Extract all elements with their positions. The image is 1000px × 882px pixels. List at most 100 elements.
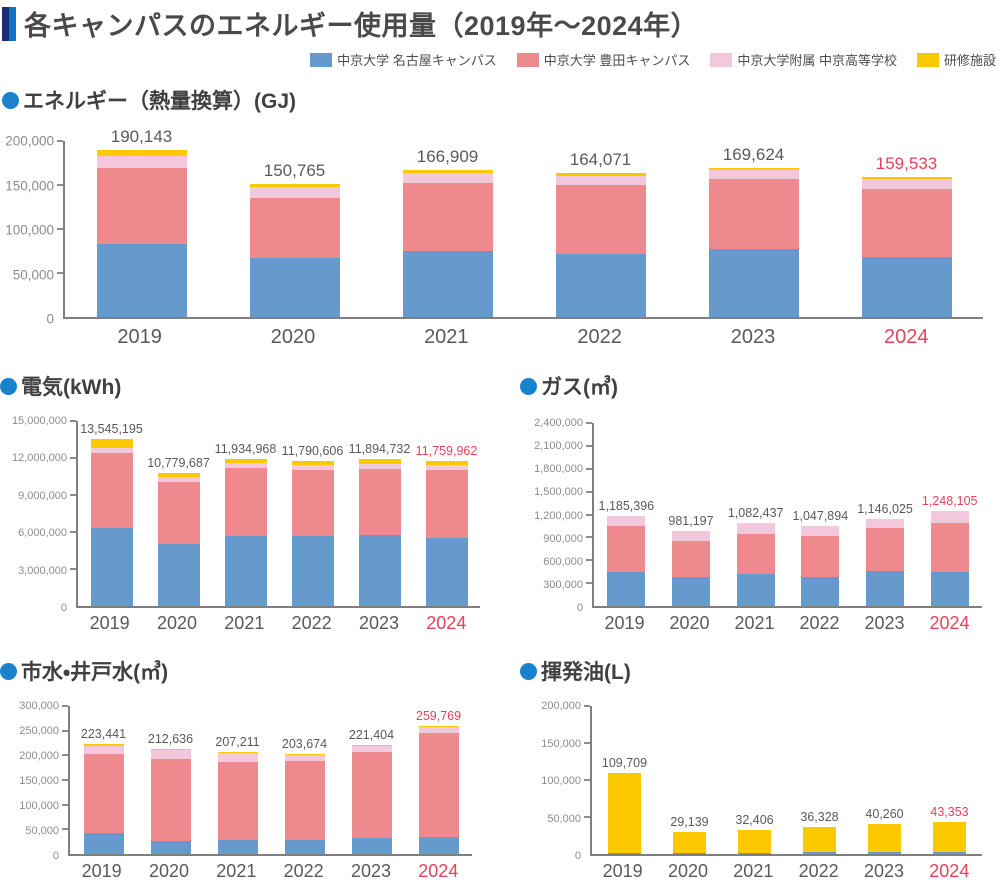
bar-value-label: 36,328 xyxy=(800,810,839,825)
legend-swatch-icon xyxy=(516,52,539,67)
bar-slot: 11,790,606 xyxy=(279,421,346,606)
bar-segment xyxy=(83,745,124,754)
x-tick-label: 2023 xyxy=(863,861,904,881)
chart-oil: 揮発油(L) 200,000 150,000 100,000 50,000 0 109,… xyxy=(520,656,1000,882)
legend-item: 中京大学 豊田キャンパス xyxy=(516,50,691,69)
y-tick-label: 0 xyxy=(576,602,583,614)
chart-oil-title: 揮発油(L) xyxy=(541,661,631,684)
x-axis: 2019 2020 2021 2022 2023 2024 xyxy=(63,326,983,349)
y-tick-mark xyxy=(70,494,76,496)
bar-slot: 166,909 xyxy=(371,141,524,317)
bar-segment xyxy=(217,753,258,762)
bar-segment xyxy=(736,573,775,606)
bar-segment xyxy=(607,525,646,572)
x-tick-label: 2023 xyxy=(730,326,776,348)
legend-label: 中京大学 豊田キャンパス xyxy=(543,53,691,68)
legend-swatch-icon xyxy=(916,52,939,67)
bar-segment xyxy=(351,745,392,753)
stacked-bar: 223,441 xyxy=(81,727,126,854)
bar-segment xyxy=(358,463,401,469)
bar-segment xyxy=(708,179,799,250)
bar-slot: 212,636 xyxy=(137,706,204,854)
x-axis: 2019 2020 2021 2022 2023 2024 xyxy=(592,613,982,634)
bar-value-label: 981,197 xyxy=(668,514,714,529)
bar-segment xyxy=(224,462,267,469)
bar-slot: 164,071 xyxy=(524,141,677,317)
bar-slot: 221,404 xyxy=(338,706,405,854)
bar-slot: 109,709 xyxy=(592,706,657,854)
y-tick-label: 2,400,000 xyxy=(534,417,583,429)
bar-value-label: 29,139 xyxy=(670,815,709,830)
y-tick-mark xyxy=(586,467,592,470)
y-tick-label: 12,000,000 xyxy=(11,452,67,465)
y-tick-label: 2,100,000 xyxy=(534,440,583,453)
legend-item: 研修施設 xyxy=(916,50,996,69)
stacked-bar: 1,248,105 xyxy=(922,494,977,606)
plot-area: 1,185,396 981,197 1,082,437 1,047,894 1,146,… xyxy=(586,422,982,608)
y-tick-label: 6,000,000 xyxy=(18,527,67,540)
y-axis: 300,000 250,000 200,000 150,000 100,000 50,00… xyxy=(0,700,68,862)
bar-slot: 13,545,195 xyxy=(78,421,145,606)
y-tick-mark xyxy=(586,444,592,447)
y-tick-mark xyxy=(586,490,592,493)
y-tick-mark xyxy=(584,705,590,707)
x-tick-label: 2022 xyxy=(577,326,622,348)
bar-segment xyxy=(555,184,646,254)
bar-segment xyxy=(673,853,706,854)
bar-segment xyxy=(224,535,267,606)
y-tick-label: 0 xyxy=(60,602,67,614)
bar-slot: 11,759,962 xyxy=(413,421,480,606)
bar-value-label: 212,636 xyxy=(147,732,194,747)
stacked-bar: 1,082,437 xyxy=(728,506,783,606)
bar-slot: 10,779,687 xyxy=(145,421,212,606)
stacked-bar: 212,636 xyxy=(148,732,193,854)
stacked-bar: 11,934,968 xyxy=(215,442,276,606)
bar-value-label: 207,211 xyxy=(215,734,260,749)
bullet-icon xyxy=(520,662,537,680)
bar-value-label: 166,909 xyxy=(416,147,479,167)
bar-segment xyxy=(866,570,905,606)
bar-value-label: 13,545,195 xyxy=(80,421,143,436)
bar-segment xyxy=(150,758,191,842)
bar-segment xyxy=(607,515,646,526)
chart-electricity: 電気(kWh) 15,000,000 12,000,000 9,000,000 6,0… xyxy=(0,371,500,634)
y-tick-label: 200,000 xyxy=(5,133,54,149)
bar-segment xyxy=(83,832,124,854)
stacked-bar: 10,779,687 xyxy=(147,456,210,606)
bar-segment xyxy=(284,753,325,755)
x-tick-label: 2020 xyxy=(669,613,710,633)
bar-segment xyxy=(736,533,775,574)
bar-segment xyxy=(249,186,340,198)
bar-segment xyxy=(358,459,401,464)
x-tick-label: 2022 xyxy=(798,861,839,881)
bar-value-label: 1,047,894 xyxy=(792,509,849,524)
bar-segment xyxy=(607,571,646,606)
x-tick-label: 2024 xyxy=(418,861,459,881)
y-axis: 15,000,000 12,000,000 9,000,000 6,000,000 3,… xyxy=(0,415,76,614)
bullet-icon xyxy=(2,91,19,109)
bar-segment xyxy=(673,832,706,854)
stacked-bar: 13,545,195 xyxy=(80,422,143,606)
bar-value-label: 203,674 xyxy=(281,736,328,751)
legend-item: 中京大学附属 中京高等学校 xyxy=(710,50,897,69)
y-tick-label: 50,000 xyxy=(547,812,581,825)
y-tick-label: 100,000 xyxy=(5,222,54,238)
bar-segment xyxy=(608,853,641,854)
bar-segment xyxy=(555,175,646,185)
y-tick-label: 50,000 xyxy=(12,267,54,282)
y-tick-mark xyxy=(57,184,63,186)
x-tick-label: 2019 xyxy=(81,861,122,881)
x-tick-label: 2020 xyxy=(156,613,198,633)
bar-segment xyxy=(672,531,710,542)
x-tick-label: 2023 xyxy=(358,613,399,633)
bar-segment xyxy=(425,538,468,606)
bar-segment xyxy=(738,853,771,854)
y-tick-label: 150,000 xyxy=(5,178,54,193)
chart-gas-heading: ガス(㎥) xyxy=(520,371,1000,401)
x-tick-label: 2021 xyxy=(734,613,775,633)
y-tick-mark xyxy=(584,779,590,781)
plot-area: 13,545,195 10,779,687 11,934,968 11,790,606… xyxy=(70,420,480,608)
y-tick-label: 0 xyxy=(52,850,59,862)
bar-value-label: 150,765 xyxy=(263,161,326,181)
plot-area: 190,143 150,765 166,909 164,071 169,624 159,5… xyxy=(57,127,983,319)
